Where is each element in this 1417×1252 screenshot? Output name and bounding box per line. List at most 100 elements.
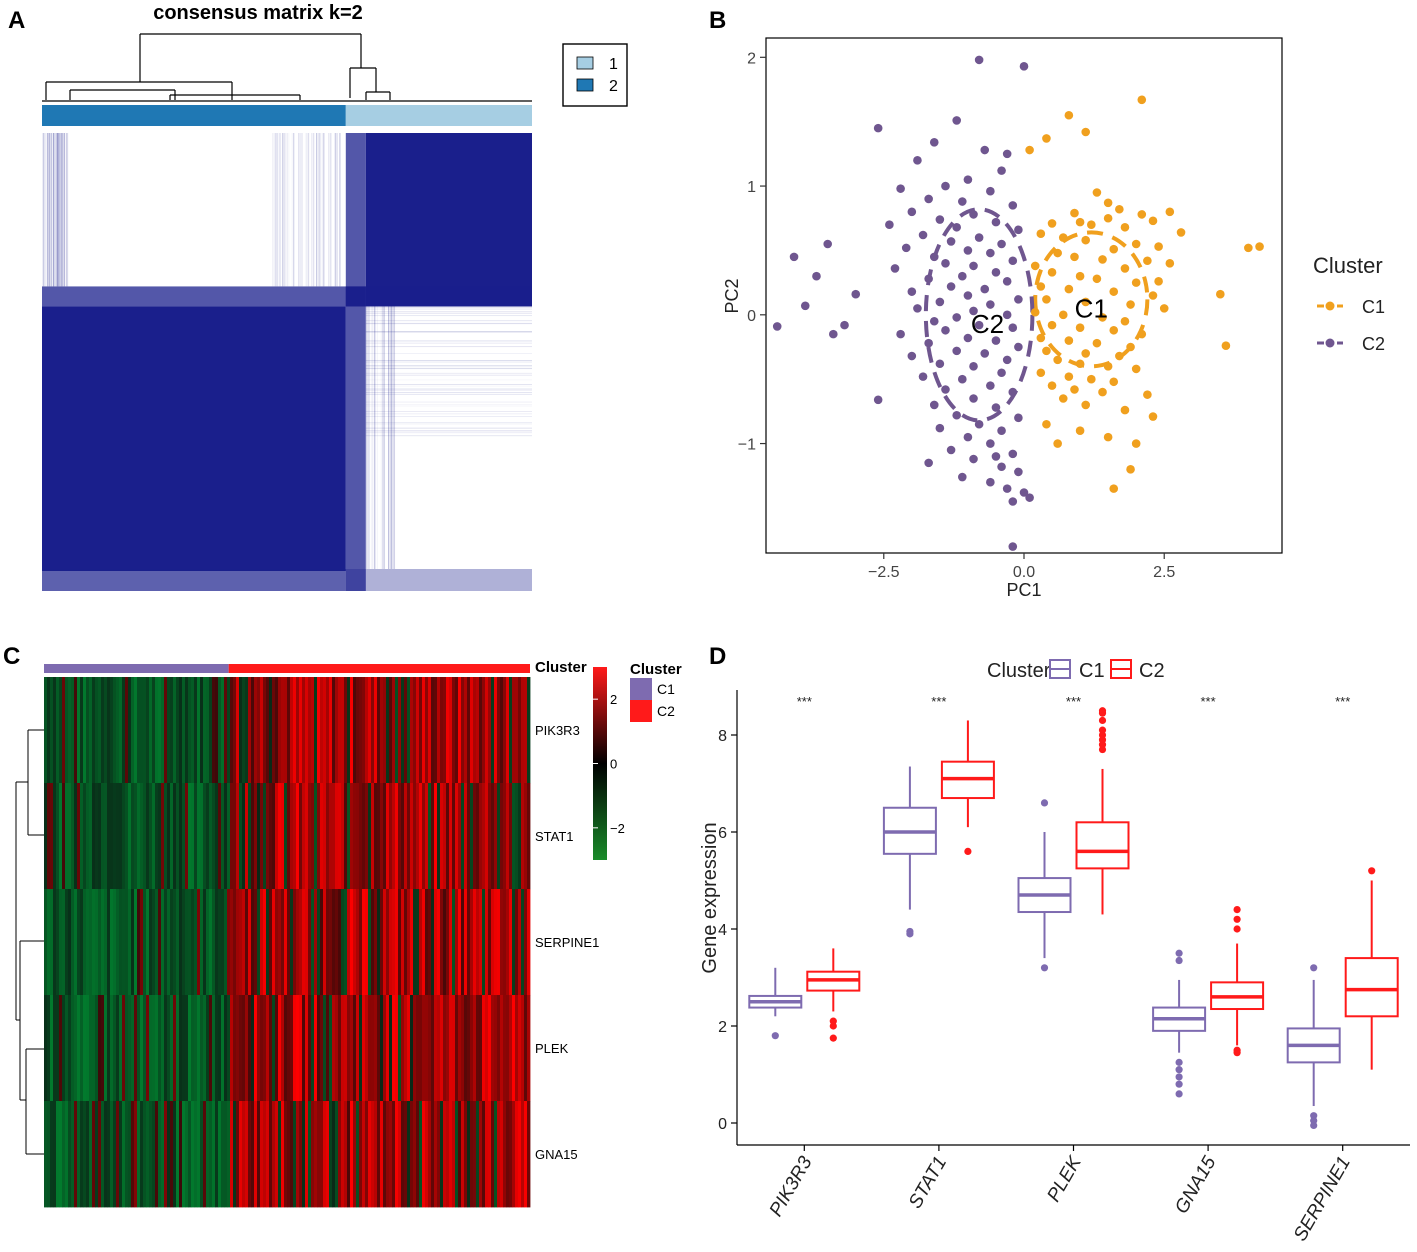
heatmap-cell	[287, 995, 291, 1102]
heatmap-cell	[206, 677, 210, 784]
heatmap-cell	[356, 1101, 360, 1208]
heatmap-cell	[389, 783, 393, 890]
point-c1	[1165, 259, 1175, 268]
heatmap-cell	[134, 1101, 138, 1208]
heatmap-cell	[401, 995, 405, 1102]
heatmap-cell	[152, 783, 156, 890]
heatmap-cell	[470, 1101, 474, 1208]
heatmap-cell	[443, 1101, 447, 1208]
heatmap-cell	[344, 1101, 348, 1208]
heatmap-cell	[503, 1101, 507, 1208]
point-c1	[1064, 110, 1074, 120]
heatmap-cell	[107, 677, 111, 784]
heatmap-cell	[362, 677, 366, 784]
panel-b-pca-scatter: −2.5 0.0 2.5 −1 0 1 2 PC1 PC2 C1 C2 Cluster C…	[722, 37, 1385, 600]
heatmap-cell	[329, 995, 333, 1102]
heatmap-cell	[482, 677, 486, 784]
heatmap-cell	[302, 783, 306, 890]
heatmap-cell	[296, 995, 300, 1102]
heatmap-cell	[215, 995, 219, 1102]
heatmap-cell	[284, 889, 288, 996]
heatmap-cell	[458, 677, 462, 784]
heatmap-cell	[311, 1101, 315, 1208]
heatmap-cell	[272, 783, 276, 890]
heatmap-cell	[242, 783, 246, 890]
heatmap-cell	[200, 889, 204, 996]
heatmap-cell	[143, 1101, 147, 1208]
heatmap-cell	[434, 783, 438, 890]
panel-a-legend: 1 2	[562, 43, 628, 107]
heatmap-cell	[278, 995, 282, 1102]
point-c1	[1154, 277, 1163, 286]
heatmap-cell	[464, 783, 468, 890]
heatmap-cell	[62, 677, 66, 784]
point-c1	[1131, 278, 1141, 287]
heatmap-cell	[467, 1101, 471, 1208]
y-tick-label: 8	[718, 728, 727, 745]
heatmap-cell	[86, 995, 90, 1102]
panel-d-significance-marks: *** *** *** *** ***	[797, 694, 1351, 709]
point-c2	[991, 268, 1001, 277]
heatmap-cell	[125, 1101, 129, 1208]
point-c1	[1143, 390, 1152, 399]
heatmap-cell	[398, 1101, 402, 1208]
box-c1-plek	[1017, 799, 1072, 972]
heatmap-cell	[200, 1101, 204, 1208]
heatmap-cell	[425, 889, 429, 996]
heatmap-cell	[308, 677, 312, 784]
heatmap-cell	[206, 889, 210, 996]
heatmap-cell	[56, 677, 60, 784]
panel-c-legend-title: Cluster	[630, 661, 682, 678]
panel-letter-d: D	[709, 643, 726, 670]
heatmap-cell	[284, 677, 288, 784]
heatmap-cell	[449, 1101, 453, 1208]
point-c1	[1047, 219, 1057, 228]
boundary-corner	[345, 286, 366, 307]
heatmap-cell	[257, 1101, 261, 1208]
heatmap-cell	[245, 889, 249, 996]
heatmap-cell	[491, 889, 495, 996]
heatmap-cell	[326, 1101, 330, 1208]
panel-b-points	[772, 55, 1264, 551]
point-c1	[1137, 210, 1147, 219]
point-c1	[1098, 387, 1107, 397]
heatmap-cell	[275, 995, 279, 1102]
heatmap-cell	[164, 783, 168, 890]
point-c2	[969, 362, 978, 371]
heatmap-cell	[236, 677, 240, 784]
heatmap-cell	[485, 783, 489, 890]
heatmap-cell	[410, 783, 414, 890]
heatmap-cell	[356, 677, 360, 784]
outlier-point	[771, 1032, 779, 1040]
heatmap-cell	[413, 783, 417, 890]
point-c1	[1030, 307, 1040, 317]
heatmap-cell	[494, 783, 498, 890]
bottom-band-left	[42, 569, 346, 591]
outlier-point	[829, 1034, 837, 1042]
heatmap-cell	[113, 995, 117, 1102]
heatmap-cell	[80, 995, 84, 1102]
point-c2	[963, 333, 973, 343]
heatmap-cell	[257, 677, 261, 784]
panel-a-matrix	[42, 133, 532, 591]
heatmap-cell	[344, 889, 348, 996]
heatmap-cell	[155, 889, 159, 996]
heatmap-cell	[311, 783, 315, 890]
heatmap-cell	[293, 889, 297, 996]
outlier-point	[829, 1022, 837, 1030]
heatmap-cell	[395, 677, 399, 784]
heatmap-cell	[392, 995, 396, 1102]
point-c2	[913, 156, 922, 165]
heatmap-cell	[407, 677, 411, 784]
heatmap-cell	[341, 889, 345, 996]
heatmap-cell	[65, 1101, 69, 1208]
heatmap-cell	[449, 783, 453, 890]
heatmap-cell	[290, 995, 294, 1102]
point-c2	[963, 175, 973, 184]
heatmap-cell	[254, 995, 258, 1102]
heatmap-cell	[386, 889, 390, 996]
heatmap-cell	[98, 1101, 102, 1208]
point-c1	[1148, 291, 1158, 300]
heatmap-cell	[482, 995, 486, 1102]
heatmap-cell	[110, 889, 114, 996]
